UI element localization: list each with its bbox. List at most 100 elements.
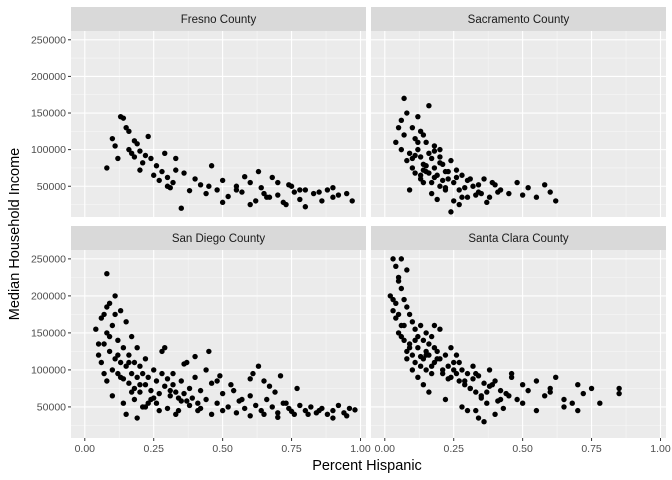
data-point: [412, 135, 418, 142]
data-point: [473, 192, 479, 198]
data-point: [445, 176, 451, 182]
data-point: [335, 192, 342, 198]
data-point: [415, 146, 421, 153]
data-point: [137, 382, 143, 388]
data-point: [486, 194, 493, 200]
data-point: [489, 382, 496, 388]
data-point: [126, 380, 132, 386]
data-point: [98, 315, 105, 321]
data-point: [409, 124, 416, 131]
data-point: [151, 172, 157, 178]
data-point: [459, 367, 465, 373]
data-point: [261, 378, 267, 384]
data-point: [486, 367, 493, 373]
y-tick-label: 200000: [31, 71, 66, 83]
data-point: [137, 167, 143, 173]
data-point: [302, 204, 309, 210]
data-point: [478, 395, 484, 401]
x-axis-left: 0.00 0.25 0.50 0.75 1.00: [75, 438, 371, 455]
data-point: [178, 378, 184, 384]
data-point: [255, 168, 262, 175]
data-point: [420, 167, 427, 173]
data-point: [219, 407, 226, 414]
x-tick-label: 1.00: [350, 443, 371, 455]
data-point: [128, 333, 135, 340]
data-point: [330, 185, 336, 191]
facet-title: Fresno County: [181, 14, 257, 26]
data-point: [553, 374, 559, 381]
data-point: [489, 179, 496, 186]
data-point: [514, 179, 520, 186]
data-point: [192, 353, 198, 360]
data-point: [398, 333, 405, 340]
data-point: [473, 370, 479, 377]
data-point: [445, 363, 451, 369]
data-point: [134, 345, 140, 351]
data-point: [261, 190, 267, 197]
data-point: [423, 330, 429, 336]
facet-panel: Sacramento County: [371, 7, 666, 217]
data-point: [415, 333, 421, 340]
data-point: [253, 198, 259, 204]
data-point: [431, 143, 438, 149]
data-point: [547, 389, 553, 395]
data-point: [164, 376, 171, 382]
data-point: [153, 378, 160, 384]
y-tick-label: 200000: [31, 290, 66, 302]
data-point: [288, 183, 295, 189]
data-point: [431, 165, 438, 171]
data-point: [412, 152, 418, 159]
data-point: [283, 201, 289, 208]
data-point: [423, 367, 429, 373]
data-point: [398, 285, 405, 292]
data-point: [291, 189, 298, 195]
data-point: [597, 400, 603, 406]
data-point: [112, 143, 118, 149]
data-point: [192, 374, 198, 381]
data-point: [233, 410, 240, 416]
data-point: [525, 185, 531, 191]
data-point: [95, 352, 102, 358]
data-point: [497, 387, 504, 394]
data-point: [448, 209, 454, 215]
data-point: [426, 170, 432, 176]
data-point: [393, 263, 399, 269]
data-point: [541, 393, 548, 399]
data-point: [349, 198, 355, 204]
data-point: [431, 148, 438, 154]
data-point: [195, 407, 201, 414]
data-point: [123, 363, 129, 369]
data-point: [189, 395, 196, 401]
x-tick-label: 1.00: [650, 443, 671, 455]
data-point: [208, 163, 215, 169]
x-tick-label: 0.50: [512, 443, 533, 455]
data-point: [214, 400, 220, 406]
data-point: [148, 155, 154, 162]
data-point: [437, 326, 443, 332]
data-point: [104, 165, 110, 171]
data-point: [459, 404, 465, 410]
data-point: [412, 359, 418, 366]
data-point: [541, 182, 548, 188]
facet-panels: Fresno County Sacramento County San Diego …: [71, 7, 666, 438]
data-point: [203, 190, 209, 197]
data-point: [420, 179, 427, 186]
data-point: [197, 387, 204, 394]
data-point: [269, 174, 275, 181]
data-point: [247, 393, 253, 399]
data-point: [492, 411, 498, 418]
data-point: [330, 415, 336, 421]
data-point: [437, 146, 443, 153]
data-point: [575, 407, 581, 414]
data-point: [219, 177, 226, 184]
data-point: [184, 359, 190, 366]
data-point: [316, 189, 322, 195]
data-point: [420, 337, 427, 343]
data-point: [120, 115, 127, 121]
data-point: [319, 198, 325, 204]
data-point: [275, 414, 281, 420]
data-point: [453, 167, 460, 173]
y-tick-label: 250000: [31, 253, 66, 265]
data-point: [569, 400, 575, 406]
data-point: [478, 190, 484, 197]
